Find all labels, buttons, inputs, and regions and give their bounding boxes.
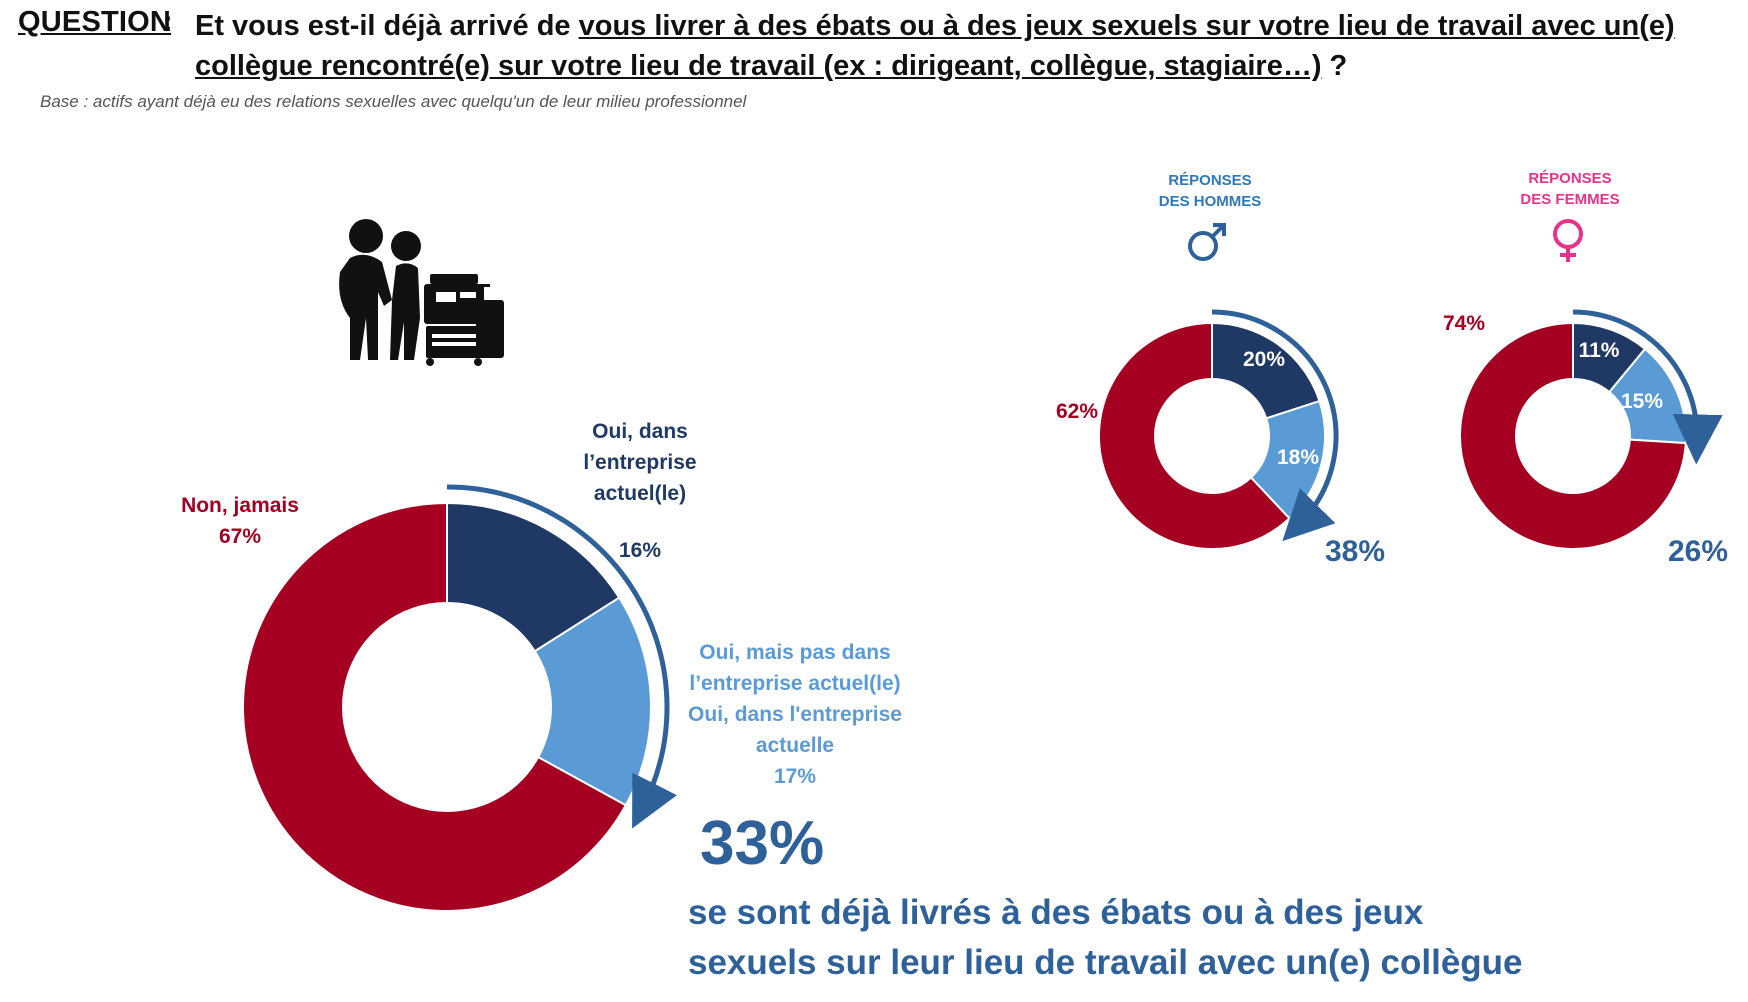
label-oui-actuel-line2: l’entreprise xyxy=(583,451,697,474)
men-yes-arrow xyxy=(1211,309,1339,542)
label-oui-actuel-line3: actuel(le) xyxy=(593,482,687,505)
label-non-jamais-text: Non, jamais xyxy=(181,494,299,517)
summary-line1: se sont déjà livrés à des ébats ou à des… xyxy=(688,893,1424,932)
donut-men xyxy=(1098,309,1339,550)
women-title-line2: DES FEMMES xyxy=(1520,191,1620,208)
label-oui-autre-line4: actuelle xyxy=(755,734,835,757)
label-non-jamais: Non, jamais 67% xyxy=(160,490,320,552)
question-text: Et vous est-il déjà arrivé de vous livre… xyxy=(195,6,1695,86)
men-total-percent: 38% xyxy=(1324,535,1386,568)
pct-non-jamais: 67% xyxy=(218,525,262,548)
question-prefix: Et vous est-il déjà arrivé de xyxy=(195,10,579,42)
label-oui-actuel: Oui, dans l’entreprise actuel(le) xyxy=(560,416,720,509)
women-total-percent: 26% xyxy=(1667,535,1729,568)
men-pct-18: 18% xyxy=(1276,446,1320,469)
men-title-line1: RÉPONSES xyxy=(1168,172,1252,189)
label-oui-autre-line3: Oui, dans l'entreprise xyxy=(688,703,902,726)
summary-total-percent: 33% xyxy=(700,809,825,878)
women-slice-3 xyxy=(1459,321,1687,550)
label-oui-autre: Oui, mais pas dans l’entreprise actuel(l… xyxy=(670,637,920,792)
donut-main xyxy=(242,484,677,912)
men-pct-62: 62% xyxy=(1055,400,1099,423)
label-oui-actuel-line1: Oui, dans xyxy=(592,420,688,443)
question-suffix: ? xyxy=(1321,50,1348,82)
donut-women xyxy=(1459,309,1723,550)
summary-text: se sont déjà livrés à des ébats ou à des… xyxy=(688,888,1588,988)
women-pct-15: 15% xyxy=(1620,390,1664,413)
men-pct-20: 20% xyxy=(1242,348,1286,371)
main-slice-3 xyxy=(242,501,628,912)
men-title: RÉPONSES DES HOMMES xyxy=(1130,170,1290,212)
question-colon: : xyxy=(163,6,173,38)
female-symbol-icon xyxy=(1553,219,1583,262)
male-symbol-icon xyxy=(1188,223,1226,261)
pct-oui-autre: 17% xyxy=(773,765,817,788)
summary-line2: sexuels sur leur lieu de travail avec un… xyxy=(688,943,1523,982)
women-title-line1: RÉPONSES xyxy=(1528,170,1612,187)
main-yes-arrow xyxy=(446,484,677,829)
label-oui-autre-line2: l’entreprise actuel(le) xyxy=(689,672,901,695)
pct-oui-actuel: 16% xyxy=(618,539,662,562)
women-title: RÉPONSES DES FEMMES xyxy=(1490,168,1650,210)
question-underlined: vous livrer à des ébats ou à des jeux se… xyxy=(195,10,1675,82)
men-slice-1 xyxy=(1211,321,1321,420)
main-slice-2 xyxy=(533,596,652,807)
women-pct-74: 74% xyxy=(1442,312,1486,335)
men-slice-3 xyxy=(1098,321,1291,550)
women-yes-arrow xyxy=(1572,309,1723,465)
question-label: QUESTION xyxy=(18,6,172,38)
men-title-line2: DES HOMMES xyxy=(1158,193,1262,210)
base-note: Base : actifs ayant déjà eu des relation… xyxy=(40,92,747,111)
main-slice-1 xyxy=(446,501,621,653)
couple-at-photocopier-icon xyxy=(339,219,504,366)
label-oui-autre-line1: Oui, mais pas dans xyxy=(699,641,891,664)
women-pct-11: 11% xyxy=(1578,339,1620,362)
